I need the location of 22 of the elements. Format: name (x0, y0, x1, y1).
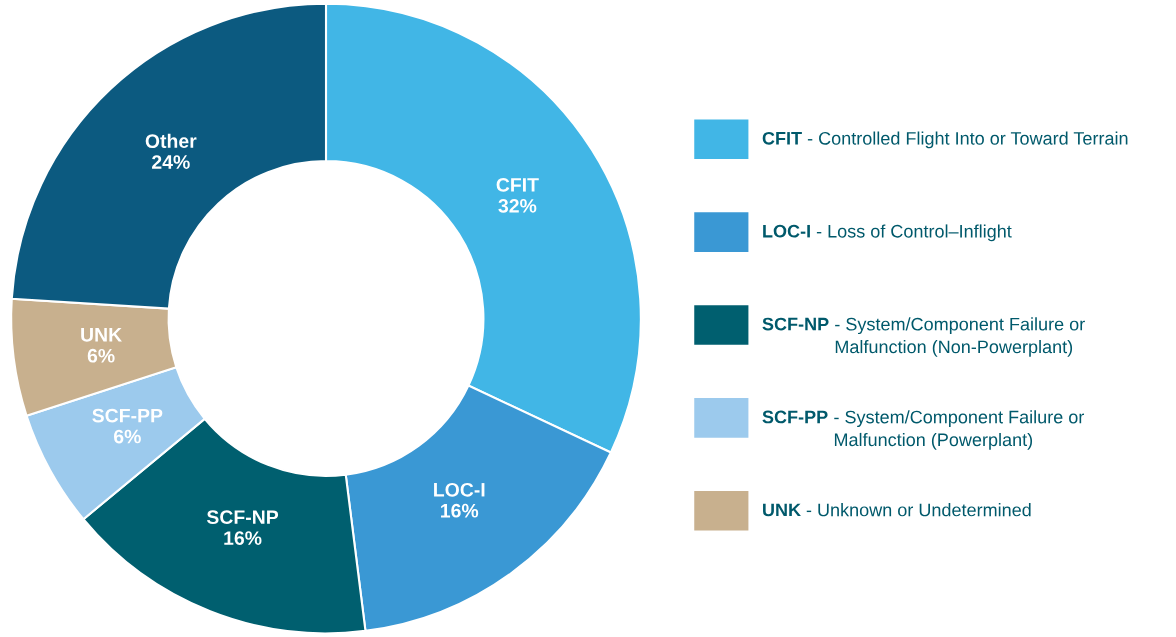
slice-label: LOC-I (434, 482, 485, 497)
legend-label: SCF-PP (762, 410, 828, 424)
data-label: 16% (441, 503, 479, 518)
data-label: 24% (152, 155, 190, 169)
data-label: 6% (114, 429, 141, 444)
legend-label: SCF-NP (762, 317, 829, 331)
slice-label: SCF-NP (206, 510, 279, 525)
legend-label: CFIT (762, 131, 802, 145)
text: - Loss of Control–Inflight (816, 224, 1012, 242)
data-label: 32% (498, 198, 537, 213)
legend-label: UNK (763, 503, 801, 517)
slice-label: SCF-PP (92, 408, 163, 423)
slice-label: CFIT (496, 178, 539, 192)
slice-label: UNK (81, 328, 122, 342)
data-label: 6% (87, 348, 115, 363)
legend-label: LOC-I (763, 224, 810, 238)
text: - Controlled Flight Into or Toward Terrain (807, 131, 1128, 149)
text: - System/Component Failure or Malfunction (Non-Powerplant) (835, 317, 1085, 357)
text: - Unknown or Undetermined (806, 503, 1031, 517)
text: - System/Component Failure or Malfunction (Powerplant) (834, 410, 1085, 450)
slice-label: Other (145, 133, 197, 148)
data-label: 16% (224, 531, 262, 545)
